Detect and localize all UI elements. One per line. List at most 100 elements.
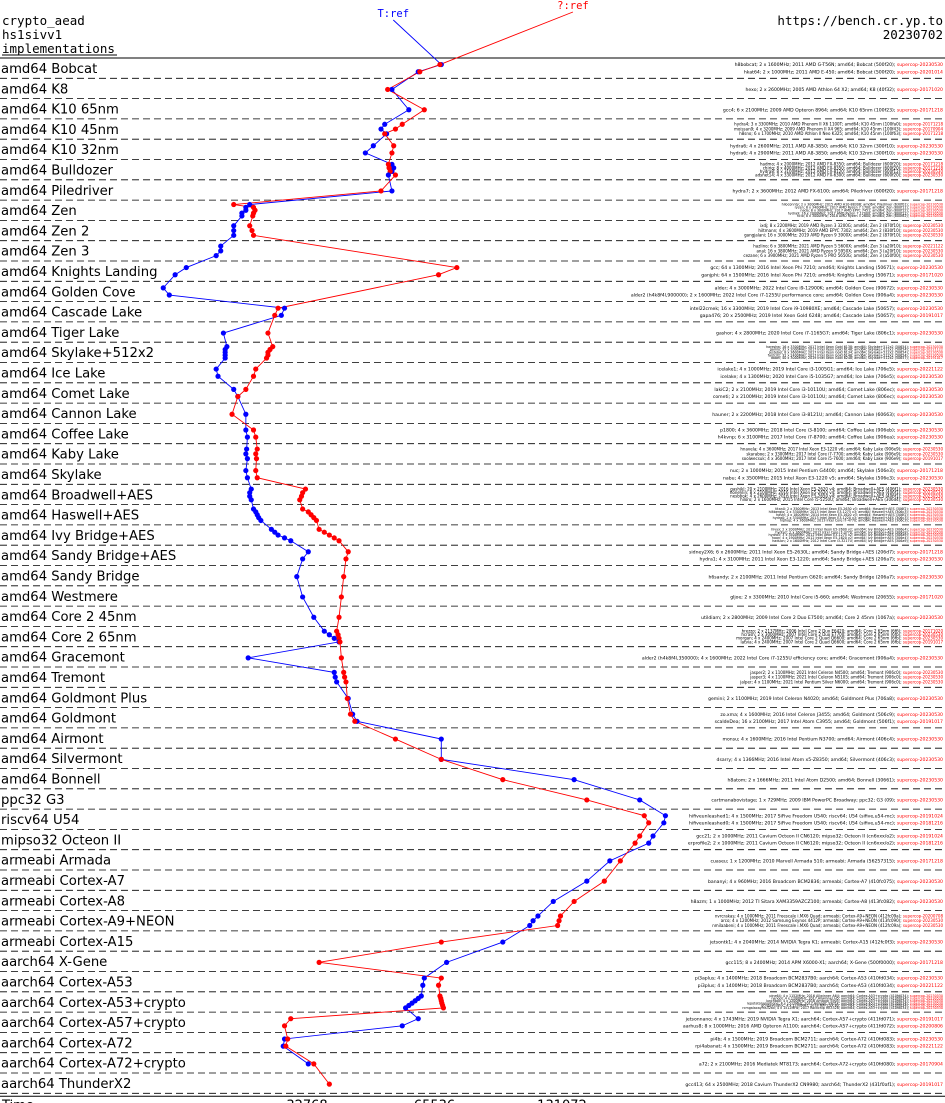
point-t-ref — [247, 490, 253, 496]
machine-desc: nvrcrakas; 4 x 1000MHz; 2011 Freescale i… — [715, 913, 944, 918]
algorithm-name: hs1sivv1 — [2, 27, 62, 42]
point-t-ref — [213, 366, 219, 372]
row-label: amd64 Coffee Lake — [1, 427, 129, 442]
point-q-ref — [316, 526, 322, 532]
machine-desc: gcc21; 2 x 1000MHz; 2011 Cavium Octeon I… — [696, 834, 943, 840]
machine-desc: utildiam; 2 x 2800MHz; 2009 Intel Core 2… — [701, 615, 943, 621]
point-t-ref — [231, 386, 237, 392]
machine-desc: pine64; 4 x 1152MHz; 2016 Allwinner A64;… — [769, 994, 943, 998]
point-q-ref — [391, 143, 397, 149]
point-t-ref — [550, 898, 556, 905]
machine-desc: rcmgalaxayms32ax; 4 x 1512MHz; 2017 Rock… — [742, 1006, 943, 1010]
machine-desc: alder2 (h4k8f4l,350000); 4 x 1600MHz; 20… — [642, 655, 943, 661]
point-t-ref — [220, 330, 226, 336]
row-labels: amd64 Bobcat amd64 K8 amd64 K10 65nm amd64 … — [1, 62, 186, 1092]
machine-desc: h8azm; 1 x 1000MHz; 2012 TI Sitara XAM33… — [691, 899, 943, 905]
series-line-t-ref — [162, 19, 666, 1065]
point-t-ref — [362, 150, 368, 156]
point-t-ref — [275, 532, 281, 538]
point-q-ref — [637, 833, 643, 839]
point-q-ref — [385, 86, 391, 93]
point-t-ref — [415, 1016, 421, 1022]
row-label: amd64 K10 45nm — [1, 123, 119, 138]
point-q-ref — [250, 213, 256, 219]
chart-header: crypto_aead hs1sivv1 implementations htt… — [2, 13, 943, 56]
point-q-ref — [440, 1005, 447, 1011]
site-url[interactable]: https://bench.cr.yp.to — [777, 13, 943, 28]
point-q-ref — [300, 506, 306, 512]
point-t-ref — [245, 655, 251, 661]
machine-desc: chiriq; 8 x 4000MHz; 2012 AMD FX-8350; a… — [763, 165, 944, 170]
row-label: amd64 Zen — [1, 204, 77, 219]
row-label: amd64 Tiger Lake — [1, 326, 119, 341]
point-q-ref — [392, 126, 399, 132]
row-label: amd64 K10 32nm — [1, 143, 119, 158]
machine-desc: a72; 2 x 2100MHz; 2016 Mediatek MT8173; … — [699, 1061, 943, 1067]
point-t-ref — [571, 777, 577, 783]
machine-desc: nesbook; 4 x 2600MHz; 2016 Intel Xeon E5… — [730, 494, 943, 499]
point-t-ref — [331, 669, 337, 675]
machine-desc: hauner; 2 x 2200MHz; 2018 Intel Core i3-… — [712, 412, 943, 418]
point-t-ref — [222, 355, 228, 361]
point-t-ref — [218, 248, 224, 254]
x-tick-label: 131072 — [537, 1098, 587, 1103]
machine-desc: h6sandy; 2 x 2100MHz; 2011 Intel Pentium… — [708, 574, 943, 580]
point-t-ref — [160, 285, 166, 291]
point-q-ref — [250, 373, 257, 379]
point-t-ref — [244, 434, 251, 440]
point-t-ref — [215, 373, 221, 379]
machine-desc: hydra7; 2 x 3600MHz; 2012 AMD FX-6100; a… — [733, 189, 944, 195]
point-q-ref — [342, 674, 348, 680]
machine-desc: jetsonnano; 4 x 1743MHz; 2019 NVIDIA Teg… — [685, 1016, 943, 1022]
machine-desc: lunchbox; 4 x 1200MHz; 2016 Amlogic S905… — [766, 999, 943, 1003]
series-lines — [162, 11, 666, 1085]
row-label: amd64 Gracemont — [1, 651, 125, 666]
point-q-ref — [253, 456, 260, 462]
row-label: amd64 Tremont — [1, 671, 105, 686]
series-line-q-ref — [231, 11, 650, 1085]
point-q-ref — [438, 939, 444, 945]
point-t-ref — [382, 121, 388, 127]
machine-desc: skaraboe; 2 x 3300MHz; 2017 Intel Core i… — [746, 451, 943, 456]
point-q-ref — [253, 434, 259, 440]
subtitle: implementations — [2, 41, 115, 56]
machine-desc: gcc115; 8 x 2400MHz; 2014 APM X6000-X1; … — [725, 960, 943, 966]
point-t-ref — [166, 292, 172, 298]
machine-desc: cuaseu; 1 x 1200MHz; 2010 Marvell Armada… — [710, 858, 943, 864]
machine-desc: cezane; 6 x 3900MHz; 2021 AMD Ryzen 5 PR… — [743, 253, 943, 258]
machine-desc: ixdj; 8 x 2200MHz; 2019 AMD Ryzen 3 3200… — [760, 223, 943, 228]
point-t-ref — [244, 475, 251, 481]
machine-desc: ganjphi; 64 x 1500MHz; 2016 Intel Xeon P… — [701, 272, 943, 278]
point-t-ref — [385, 172, 391, 178]
machine-desc: gljoe; 2 x 3300MHz; 2010 Intel Core i5-6… — [730, 595, 943, 601]
point-t-ref — [662, 813, 669, 819]
point-q-ref — [556, 918, 562, 924]
machine-desc: zo.xma; 4 x 1600MHz; 2016 Intel Celeron … — [720, 712, 943, 718]
point-q-ref — [421, 107, 427, 113]
point-t-ref — [530, 918, 536, 924]
point-q-ref — [231, 201, 237, 208]
point-q-ref — [321, 529, 327, 535]
row-label: amd64 Skylake+512x2 — [1, 346, 154, 361]
point-q-ref — [378, 188, 384, 194]
row-label: amd64 Bonnell — [1, 773, 101, 788]
machine-desc: hadmo; 4 x 2000MHz; 2012 AMD FX-8350; am… — [760, 162, 943, 167]
point-q-ref — [352, 718, 358, 724]
row-dividers — [0, 57, 945, 1094]
machine-desc: hnavela; 4 x 3600MHz; 2017 Intel Xeon E3… — [740, 446, 943, 451]
machine-desc: hivyx; 2 x 2000MHz; 2013 Intel Xeon E5-2… — [771, 527, 943, 531]
machine-desc: hexo; 2 x 2600MHz; 2005 AMD Athlon 64 X2… — [745, 87, 943, 93]
machine-desc: hashl; 4 x 1800MHz; 2014 Intel Xeon E5-1… — [776, 513, 943, 517]
legend-t-ref: T:ref — [377, 8, 409, 20]
point-t-ref — [243, 451, 249, 457]
point-t-ref — [248, 497, 254, 503]
point-t-ref — [389, 188, 395, 194]
machine-desc: h8atom; 2 x 1666MHz; 2011 Intel Atom D25… — [728, 777, 944, 783]
version: 20230702 — [883, 27, 943, 42]
row-label: amd64 Comet Lake — [1, 387, 130, 402]
x-tick-label: 32768 — [286, 1098, 327, 1103]
point-t-ref — [244, 456, 251, 462]
machine-desc: icelake1; 4 x 1000MHz; 2019 Intel Core i… — [717, 367, 943, 373]
point-q-ref — [438, 975, 444, 981]
x-axis: Time 32768 65536 131072 — [0, 1095, 945, 1103]
